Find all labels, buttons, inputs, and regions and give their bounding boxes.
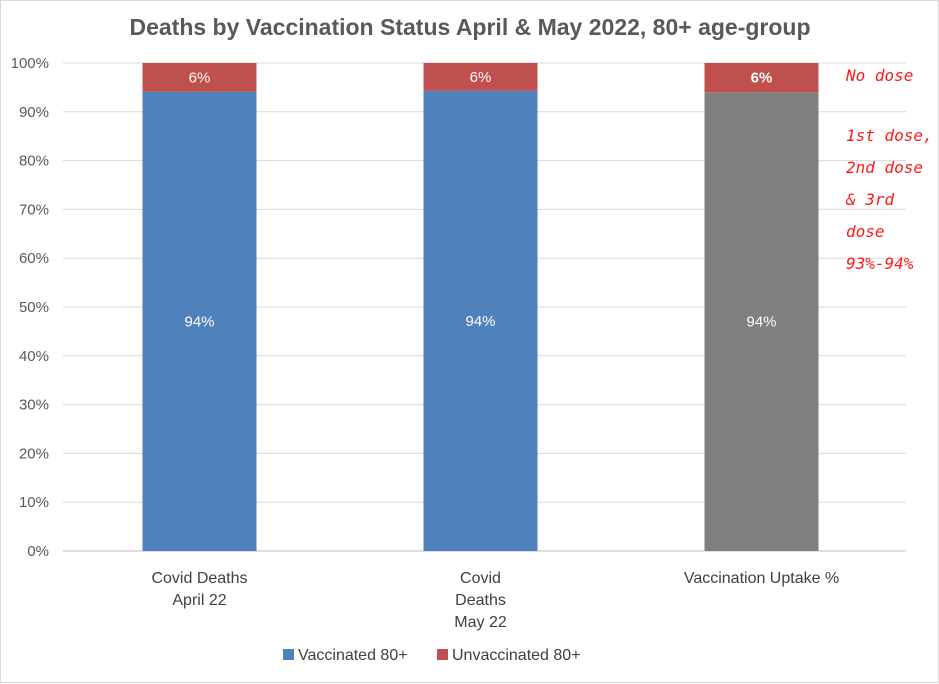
y-tick-label: 90% — [19, 104, 49, 121]
chart-title: Deaths by Vaccination Status April & May… — [129, 14, 810, 40]
y-tick-label: 60% — [19, 250, 49, 267]
x-category-label: Covid Deaths — [151, 570, 247, 587]
bar-vaccinated — [704, 92, 819, 551]
data-label: 6% — [470, 69, 492, 86]
bar-unvaccinated — [423, 63, 538, 91]
bar-vaccinated — [142, 91, 257, 552]
annotation-no-dose: No dose — [845, 66, 913, 85]
data-label: 94% — [746, 314, 776, 331]
legend: Vaccinated 80+ Unvaccinated 80+ — [283, 647, 581, 664]
y-tick-label: 30% — [19, 397, 49, 414]
data-label: 6% — [189, 69, 211, 86]
annotations: No dose 1st dose, 2nd dose & 3rd dose 93%-94% — [845, 66, 933, 273]
y-tick-label: 10% — [19, 494, 49, 511]
y-tick-label: 0% — [27, 543, 49, 560]
annotation-doses: dose — [846, 222, 885, 241]
bar-unvaccinated — [142, 63, 257, 92]
y-axis-ticks: 0% 10% 20% 30% 40% 50% 60% 70% 80% 90% 100% — [11, 55, 49, 560]
y-tick-label: 40% — [19, 348, 49, 365]
annotation-doses: 2nd dose — [846, 158, 923, 177]
y-tick-label: 80% — [19, 153, 49, 170]
y-tick-label: 20% — [19, 445, 49, 462]
data-label: 6% — [751, 70, 773, 87]
x-axis-categories: Covid Deaths April 22 Covid Deaths May 22 Vac… — [151, 570, 839, 631]
annotation-doses: 1st dose, — [846, 126, 933, 145]
bar-vaccinated — [423, 90, 538, 551]
legend-swatch — [283, 649, 294, 660]
bars: 94% 6% 94% 6% 94% 6% — [142, 63, 819, 552]
x-category-label: Deaths — [455, 592, 506, 609]
x-category-label: Covid — [460, 570, 501, 587]
legend-label: Unvaccinated 80+ — [452, 647, 581, 664]
x-category-label: April 22 — [172, 592, 226, 609]
annotation-doses: 93%-94% — [846, 254, 914, 273]
legend-label: Vaccinated 80+ — [298, 647, 408, 664]
y-tick-label: 100% — [11, 55, 49, 72]
y-tick-label: 70% — [19, 201, 49, 218]
x-category-label: May 22 — [454, 614, 507, 631]
annotation-doses: & 3rd — [845, 190, 895, 209]
x-category-label: Vaccination Uptake % — [684, 570, 839, 587]
bar-unvaccinated — [704, 63, 819, 93]
data-label: 94% — [184, 313, 214, 330]
legend-swatch — [437, 649, 448, 660]
data-label: 94% — [465, 313, 495, 330]
y-tick-label: 50% — [19, 299, 49, 316]
